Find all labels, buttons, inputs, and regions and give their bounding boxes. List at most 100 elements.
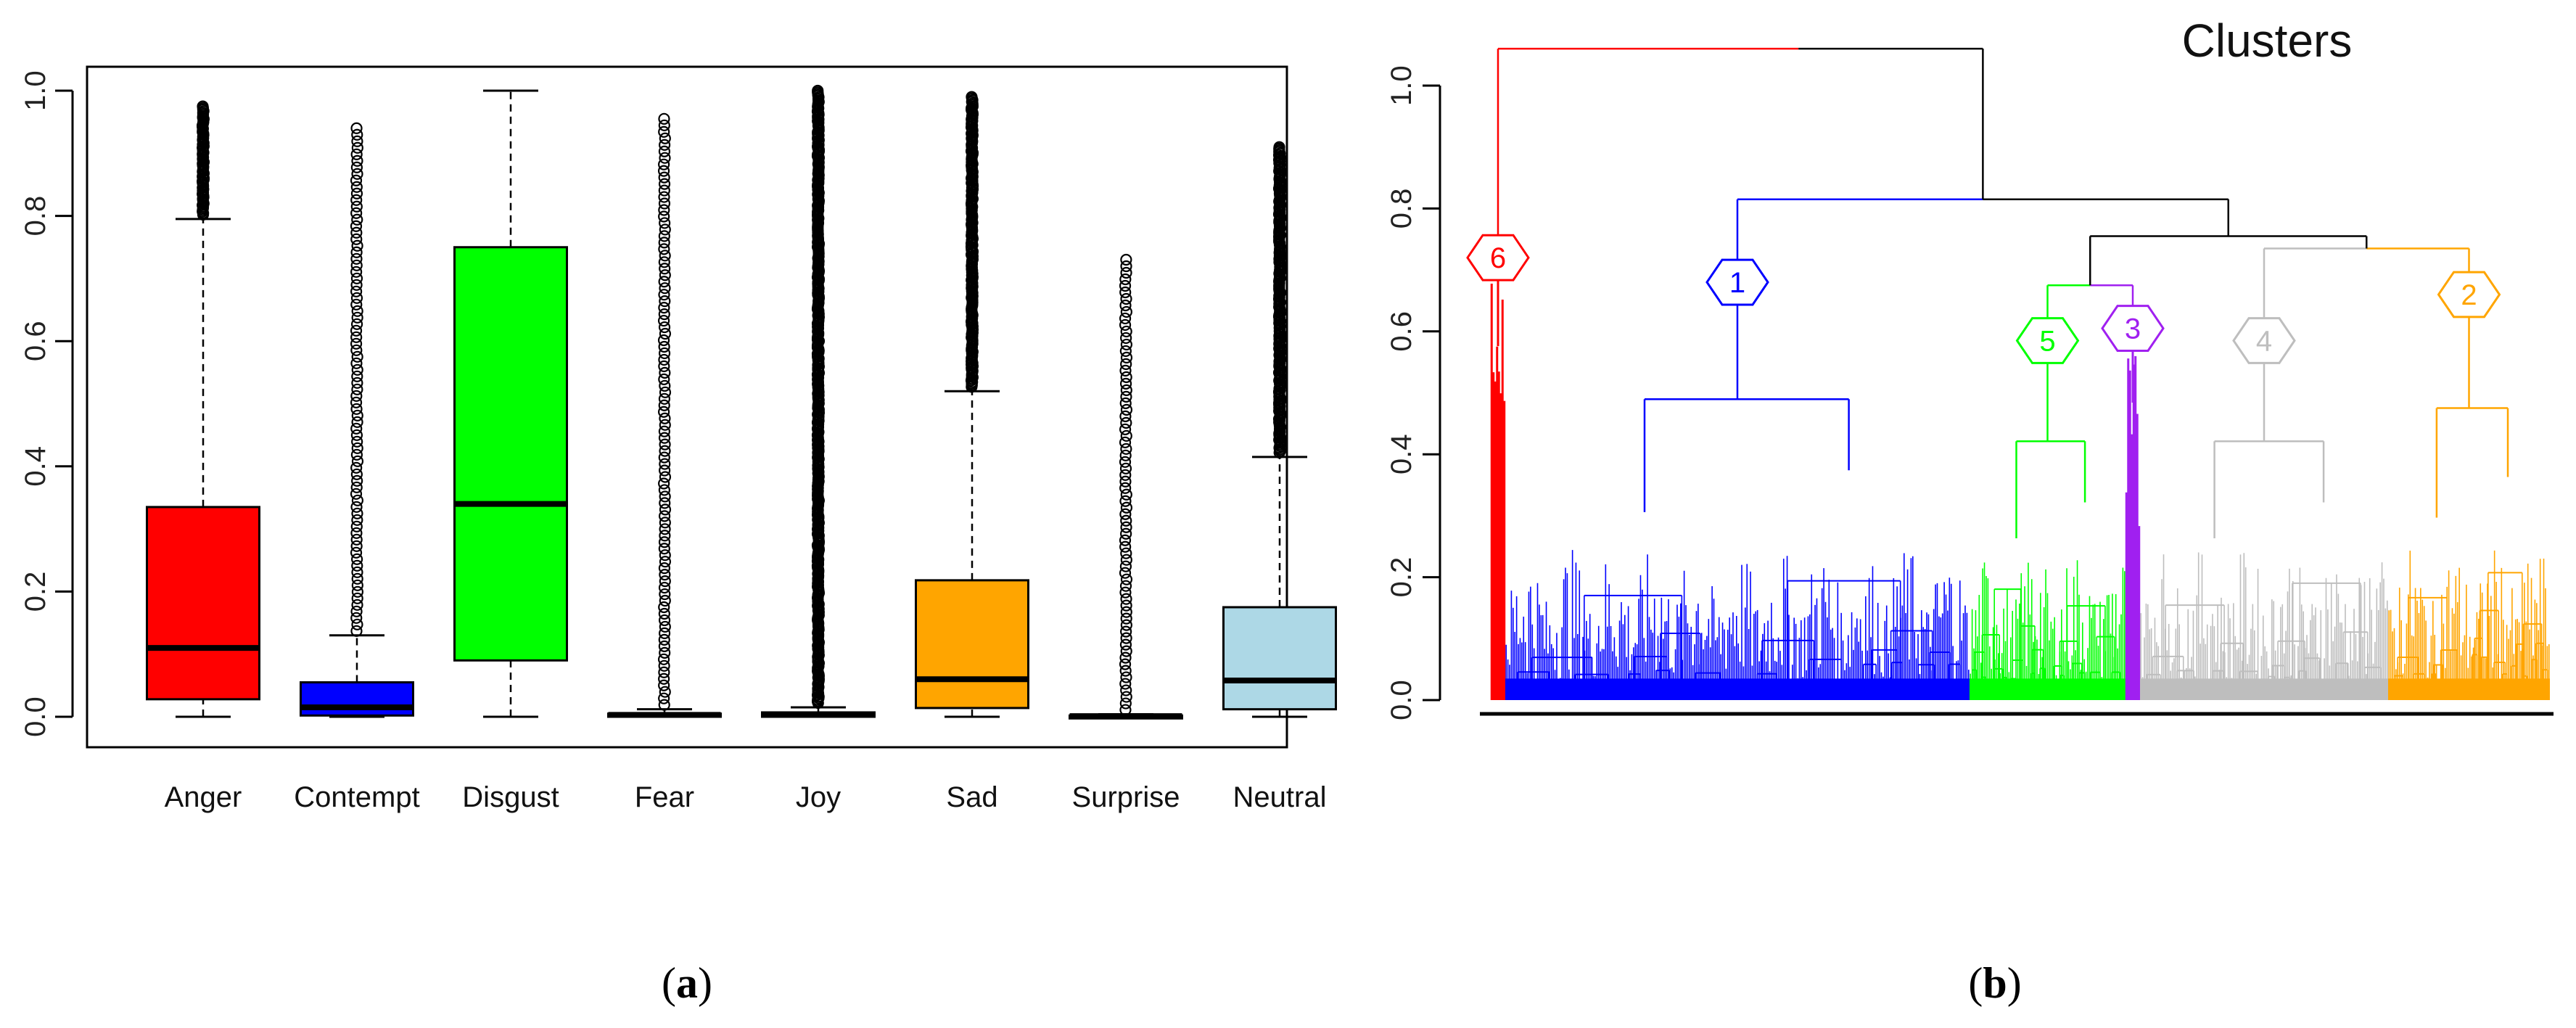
outlier-point [658, 399, 670, 411]
outlier-point [1120, 325, 1132, 338]
outlier-point [658, 373, 670, 385]
outlier-point [1119, 279, 1132, 292]
outlier-point [966, 91, 978, 103]
box-contempt [300, 122, 414, 718]
outlier-point [350, 246, 363, 258]
cluster-label-2: 2 [2437, 271, 2501, 318]
outlier-point [351, 305, 363, 317]
outlier-point [658, 126, 670, 138]
outlier-point [659, 646, 671, 659]
outlier-point [1120, 253, 1132, 266]
outlier-point [1119, 658, 1132, 670]
boxplot-frame [86, 65, 1288, 749]
dendro-y-tick-label-1: 0.2 [1386, 557, 1417, 598]
outlier-point [1120, 625, 1132, 638]
dendrogram-title: Clusters [2182, 15, 2353, 67]
outlier-point [658, 256, 670, 268]
outlier-point [1119, 449, 1132, 461]
cluster-1-branches [1505, 282, 1970, 700]
box-sad [915, 91, 1029, 718]
cluster-hexagon [2101, 305, 2165, 352]
outlier-point [350, 448, 363, 461]
cluster-hexagon [2232, 317, 2296, 364]
outlier-point [351, 435, 363, 448]
outlier-point [350, 181, 363, 193]
outlier-point [350, 546, 363, 559]
box-body [915, 579, 1029, 710]
box-fear [607, 112, 722, 718]
cluster-label-text: 5 [2039, 326, 2055, 358]
outlier-point [1273, 141, 1285, 153]
cluster-5-branches [1970, 340, 2126, 700]
outlier-point [350, 403, 363, 415]
outlier-point [350, 612, 363, 624]
outlier-point [658, 673, 670, 685]
outlier-point [350, 292, 363, 304]
outlier-point [657, 334, 670, 347]
outlier-point [351, 416, 363, 428]
outlier-point [350, 324, 363, 337]
outlier-point [659, 503, 672, 516]
boxplot-panel: 0.0 0.2 0.4 0.6 0.8 1.0 Anger Contempt Disgust F… [20, 65, 1337, 1007]
outlier-point [1120, 266, 1132, 279]
outlier-point [659, 412, 671, 424]
outlier-point [350, 279, 363, 291]
outlier-point [351, 141, 363, 154]
outlier-point [658, 360, 670, 373]
outlier-point [659, 366, 671, 379]
outlier-point [659, 569, 671, 581]
cluster-label-1: 1 [1705, 258, 1769, 306]
outlier-point [1120, 292, 1132, 305]
cluster-2-branches [2388, 294, 2550, 700]
outlier-point [658, 451, 670, 464]
outlier-point [1119, 436, 1132, 448]
outlier-point [350, 396, 363, 408]
outlier-point [350, 187, 363, 200]
cluster-label-4: 4 [2232, 317, 2296, 364]
outlier-point [1120, 547, 1132, 559]
leaf-band [2388, 678, 2550, 700]
outlier-point [658, 581, 671, 594]
outlier-point [658, 484, 670, 496]
outlier-point [657, 165, 670, 177]
dendrogram-y-ticks: 0.0 0.2 0.4 0.6 0.8 1.0 [1386, 65, 1440, 720]
outlier-point [659, 517, 671, 529]
outlier-point [658, 178, 671, 190]
outlier-point [350, 207, 363, 219]
outlier-point [351, 592, 363, 604]
outlier-point [351, 370, 363, 382]
outlier-point [1120, 332, 1132, 345]
outlier-point [658, 601, 670, 614]
y-tick-label-5: 1.0 [20, 70, 52, 111]
boxplot-x-labels: Anger Contempt Disgust Fear Joy Sad Surprise Ne… [165, 781, 1327, 813]
outlier-point [1119, 580, 1132, 592]
outlier-point [1119, 482, 1132, 494]
cluster-label-text: 2 [2461, 279, 2477, 311]
outlier-point [351, 311, 363, 324]
outlier-point [658, 184, 670, 197]
outlier-point [1119, 410, 1132, 422]
outliers [1119, 253, 1133, 716]
outlier-point [1120, 691, 1132, 703]
outlier-point [351, 409, 363, 422]
outlier-point [1120, 338, 1133, 351]
outlier-point [351, 559, 363, 572]
y-tick-label-0: 0.0 [20, 696, 52, 737]
outlier-point [1119, 423, 1132, 435]
outlier-point [659, 686, 671, 698]
dendro-y-tick-label-5: 1.0 [1386, 65, 1417, 106]
outlier-point [658, 197, 671, 210]
box-disgust [453, 89, 568, 718]
outlier-point [659, 490, 671, 503]
y-tick-label-1: 0.2 [20, 572, 52, 612]
outlier-point [658, 112, 670, 125]
box-anger [146, 100, 260, 718]
outlier-point [658, 543, 670, 555]
outlier-point [351, 455, 364, 467]
outlier-point [659, 295, 671, 308]
outlier-point [350, 122, 363, 134]
caption-b-letter: b [1983, 959, 2007, 1007]
cluster-label-6: 6 [1466, 234, 1530, 281]
outlier-point [350, 357, 363, 369]
